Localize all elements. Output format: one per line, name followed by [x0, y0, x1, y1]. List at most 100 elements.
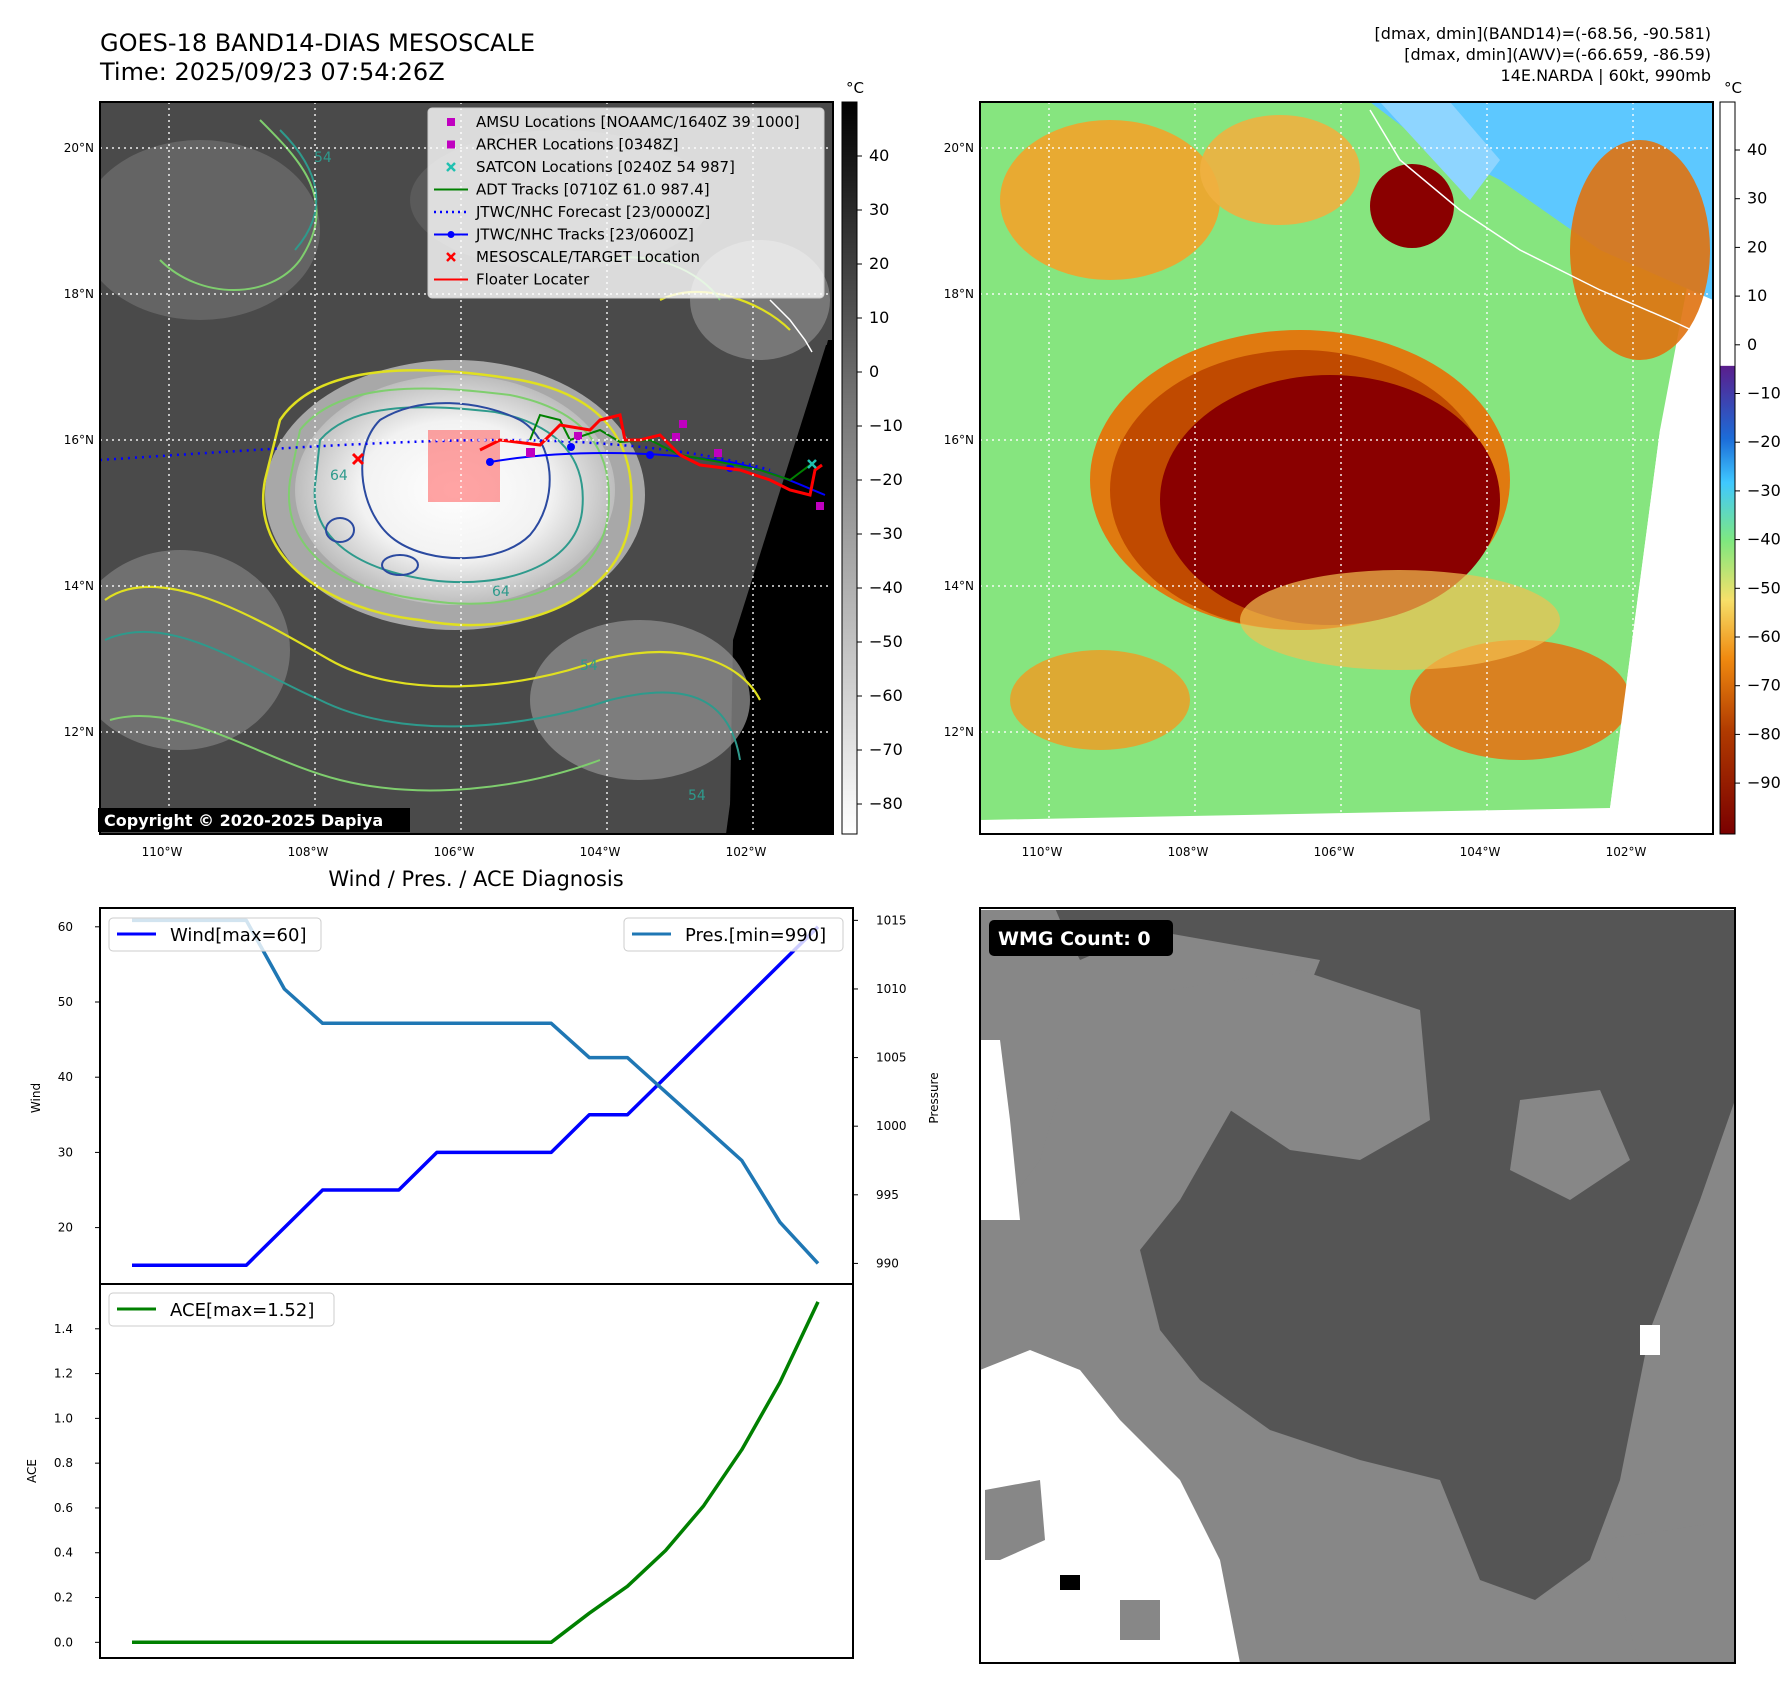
wind-tick-label: 50 [58, 995, 73, 1009]
legend-dot-icon [447, 231, 455, 238]
colorbar-tick-label: 40 [1747, 140, 1767, 159]
legend-entry: SATCON Locations [0240Z 54 987] [446, 158, 735, 176]
copyright-text: Copyright © 2020-2025 Dapiya [104, 811, 383, 830]
colorbar-tick-label: 0 [869, 362, 879, 381]
legend-square-icon [447, 140, 455, 149]
legend-x-icon [446, 162, 456, 172]
contour-label: 64 [492, 584, 510, 600]
info-storm: 14E.NARDA | 60kt, 990mb [1501, 66, 1711, 85]
ace-axis-label: ACE [25, 1459, 39, 1483]
legend-square-icon [447, 118, 455, 126]
info-band14: [dmax, dmin](BAND14)=(-68.56, -90.581) [1375, 24, 1711, 43]
colorbar-tick-label: −40 [869, 578, 903, 597]
ace-tick-label: 0.2 [54, 1591, 73, 1605]
pressure-axis-label: Pressure [927, 1072, 941, 1123]
colorbar-tick-label: −40 [1747, 530, 1781, 549]
colorbar-unit: °C [1724, 79, 1742, 97]
wind-tick-label: 40 [58, 1070, 73, 1084]
colorbar-tick-label: −50 [869, 632, 903, 651]
pressure-legend-label: Pres.[min=990] [685, 925, 826, 946]
colorbar-tick-label: −10 [1747, 384, 1781, 403]
legend-label: ARCHER Locations [0348Z] [476, 136, 679, 154]
colorbar-tick-label: −50 [1747, 578, 1781, 597]
diagnosis-title: Wind / Pres. / ACE Diagnosis [328, 867, 623, 891]
ace-tick-label: 1.2 [54, 1367, 73, 1381]
colorbar-tick-label: −20 [869, 470, 903, 489]
colorbar-tick-label: 0 [1747, 335, 1757, 354]
wind-legend: Wind[max=60] [108, 917, 322, 952]
lat-label: 14°N [944, 579, 974, 593]
map-legend: AMSU Locations [NOAAMC/1640Z 39 1000] ARC… [427, 107, 825, 299]
lon-label: 102°W [1606, 845, 1647, 859]
wv-colorbar: °C 40 30 20 10 0 −10 −20 −30 −40 −50 −60 −70 −80 −90 [1719, 79, 1781, 835]
ace-tick-label: 0.6 [54, 1501, 73, 1515]
lon-label: 104°W [580, 845, 621, 859]
pressure-tick-label: 1005 [876, 1051, 907, 1065]
legend-label: SATCON Locations [0240Z 54 987] [476, 158, 735, 176]
wind-tick-label: 20 [58, 1221, 73, 1235]
lat-label: 12°N [944, 725, 974, 739]
legend-label: JTWC/NHC Forecast [23/0000Z] [475, 203, 710, 221]
lat-label: 18°N [64, 287, 94, 301]
figure-time: Time: 2025/09/23 07:54:26Z [99, 58, 445, 86]
legend-label: MESOSCALE/TARGET Location [476, 248, 700, 266]
colorbar-tick-label: 10 [1747, 286, 1767, 305]
lat-label: 16°N [64, 433, 94, 447]
ace-tick-label: 1.4 [54, 1322, 73, 1336]
colorbar-tick-label: −60 [1747, 627, 1781, 646]
pressure-tick-label: 1015 [876, 913, 907, 927]
legend-entry: MESOSCALE/TARGET Location [446, 248, 700, 266]
legend-entry: JTWC/NHC Forecast [23/0000Z] [434, 203, 710, 221]
lon-label: 106°W [434, 845, 475, 859]
pressure-tick-label: 1000 [876, 1119, 907, 1133]
lat-label: 20°N [64, 141, 94, 155]
lat-label: 18°N [944, 287, 974, 301]
colorbar-tick-label: −10 [869, 416, 903, 435]
pressure-tick-label: 990 [876, 1256, 899, 1270]
pressure-tick-label: 1010 [876, 982, 907, 996]
legend-entry: JTWC/NHC Tracks [23/0600Z] [434, 226, 694, 244]
legend-entry: ARCHER Locations [0348Z] [447, 136, 679, 154]
wind-axis-label: Wind [29, 1083, 43, 1113]
contour-label: 54 [314, 150, 332, 166]
legend-label: ADT Tracks [0710Z 61.0 987.4] [476, 181, 710, 199]
wv-map-panel [979, 101, 1714, 835]
legend-label: Floater Locater [476, 271, 590, 289]
info-awv: [dmax, dmin](AWV)=(-66.659, -86.59) [1404, 45, 1711, 64]
ace-tick-label: 0.4 [54, 1546, 73, 1560]
ir-colorbar: °C 40 30 20 10 0 −10 −20 −30 −40 −50 −60 −70 −80 [841, 79, 903, 835]
lon-label: 104°W [1460, 845, 1501, 859]
wmg-panel: WMG Count: 0 [979, 907, 1736, 1664]
ace-tick-label: 0.8 [54, 1456, 73, 1470]
colorbar-tick-label: 20 [869, 254, 889, 273]
colorbar-tick-label: −90 [1747, 773, 1781, 792]
colorbar-tick-label: −30 [1747, 481, 1781, 500]
wind-pressure-chart: 60 50 40 30 20 1015 1010 1005 1000 995 990 Wind P… [29, 907, 941, 1285]
legend-entry: AMSU Locations [NOAAMC/1640Z 39 1000] [447, 113, 800, 131]
colorbar-tick-label: 30 [869, 200, 889, 219]
legend-label: JTWC/NHC Tracks [23/0600Z] [475, 226, 694, 244]
ace-series-line [132, 1301, 820, 1645]
colorbar-tick-label: −20 [1747, 432, 1781, 451]
colorbar-tick-label: −80 [869, 794, 903, 813]
colorbar-tick-label: 20 [1747, 237, 1767, 256]
colorbar-tick-label: −80 [1747, 724, 1781, 743]
colorbar-tick-label: −30 [869, 524, 903, 543]
colorbar-tick-label: −70 [869, 740, 903, 759]
legend-x-icon [446, 252, 456, 262]
ace-legend-label: ACE[max=1.52] [170, 1300, 314, 1321]
wind-legend-label: Wind[max=60] [170, 925, 307, 946]
ace-chart: 1.4 1.2 1.0 0.8 0.6 0.4 0.2 0.0 ACE ACE[max=1.5… [25, 1283, 854, 1659]
ace-legend: ACE[max=1.52] [108, 1292, 335, 1327]
lon-label: 106°W [1314, 845, 1355, 859]
contour-label: 64 [330, 468, 348, 484]
contour-label: 54 [580, 658, 598, 674]
ace-tick-label: 0.0 [54, 1635, 73, 1649]
wmg-count-label: WMG Count: 0 [998, 928, 1151, 950]
ace-tick-label: 1.0 [54, 1411, 73, 1425]
pressure-tick-label: 995 [876, 1188, 899, 1202]
lon-label: 102°W [726, 845, 767, 859]
lon-label: 110°W [1022, 845, 1063, 859]
colorbar-tick-label: 40 [869, 146, 889, 165]
legend-entry: ADT Tracks [0710Z 61.0 987.4] [434, 181, 710, 199]
